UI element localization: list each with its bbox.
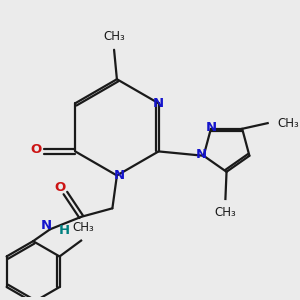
Text: CH₃: CH₃: [72, 221, 94, 234]
Text: N: N: [41, 219, 52, 232]
Text: N: N: [205, 121, 216, 134]
Text: CH₃: CH₃: [278, 117, 300, 130]
Text: N: N: [196, 148, 207, 161]
Text: CH₃: CH₃: [103, 30, 125, 43]
Text: N: N: [114, 169, 125, 182]
Text: H: H: [59, 224, 70, 237]
Text: O: O: [31, 143, 42, 156]
Text: CH₃: CH₃: [214, 206, 236, 219]
Text: N: N: [153, 97, 164, 110]
Text: O: O: [54, 181, 65, 194]
